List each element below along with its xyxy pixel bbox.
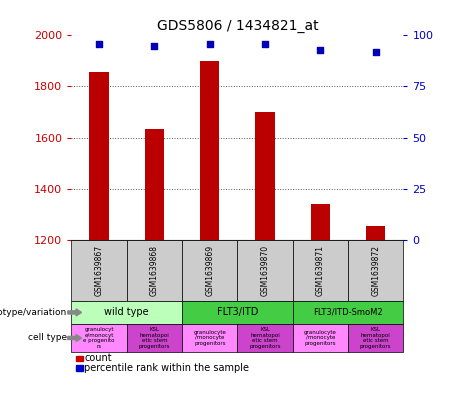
Point — [95, 40, 103, 47]
Text: granulocyt
e/monocyt
e progenito
rs: granulocyt e/monocyt e progenito rs — [83, 327, 115, 349]
Text: wild type: wild type — [105, 307, 149, 318]
Text: granulocyte
/monocyte
progenitors: granulocyte /monocyte progenitors — [193, 330, 226, 346]
Bar — [255, 112, 275, 240]
Bar — [366, 226, 385, 240]
Point — [372, 49, 379, 55]
Point — [261, 40, 269, 47]
Text: KSL
hematopoi
etic stem
progenitors: KSL hematopoi etic stem progenitors — [360, 327, 391, 349]
Text: KSL
hematopoi
etic stem
progenitors: KSL hematopoi etic stem progenitors — [139, 327, 170, 349]
Point — [151, 42, 158, 49]
Text: cell type: cell type — [28, 334, 67, 342]
Bar — [200, 61, 219, 240]
Bar — [89, 72, 109, 240]
Text: GSM1639867: GSM1639867 — [95, 244, 104, 296]
Text: percentile rank within the sample: percentile rank within the sample — [84, 363, 249, 373]
Bar — [145, 129, 164, 240]
Text: FLT3/ITD-SmoM2: FLT3/ITD-SmoM2 — [313, 308, 383, 317]
Text: GSM1639869: GSM1639869 — [205, 244, 214, 296]
Text: count: count — [84, 353, 112, 364]
Text: granulocyte
/monocyte
progenitors: granulocyte /monocyte progenitors — [304, 330, 337, 346]
Point — [206, 40, 213, 47]
Bar — [311, 204, 330, 240]
Title: GDS5806 / 1434821_at: GDS5806 / 1434821_at — [157, 19, 318, 33]
Text: GSM1639872: GSM1639872 — [371, 245, 380, 296]
Text: GSM1639871: GSM1639871 — [316, 245, 325, 296]
Point — [317, 46, 324, 53]
Text: GSM1639870: GSM1639870 — [260, 244, 270, 296]
Text: genotype/variation: genotype/variation — [0, 308, 67, 317]
Text: GSM1639868: GSM1639868 — [150, 245, 159, 296]
Text: KSL
hematopoi
etic stem
progenitors: KSL hematopoi etic stem progenitors — [249, 327, 281, 349]
Text: FLT3/ITD: FLT3/ITD — [217, 307, 258, 318]
